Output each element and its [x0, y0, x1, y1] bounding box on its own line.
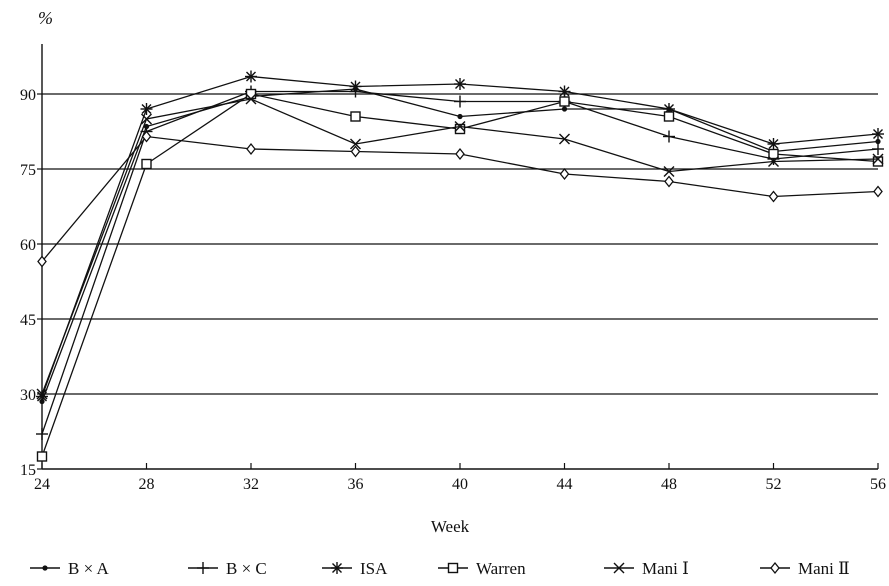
- data-point: [872, 128, 884, 140]
- x-tick-label: 24: [34, 476, 50, 493]
- x-tick-label: 48: [661, 476, 677, 493]
- legend-item: Mani Ⅱ: [760, 559, 850, 578]
- y-tick-label: 60: [20, 237, 36, 254]
- data-point: [663, 166, 675, 177]
- legend-marker: [447, 562, 459, 574]
- y-tick-label: 45: [20, 312, 36, 329]
- data-point: [245, 93, 257, 105]
- data-point: [141, 158, 152, 170]
- data-point: [457, 113, 463, 120]
- x-tick-label: 40: [452, 476, 468, 493]
- data-point: [245, 88, 257, 100]
- legend-label: Mani Ⅰ: [642, 559, 689, 578]
- data-point: [875, 138, 881, 145]
- y-unit-label: %: [38, 8, 53, 28]
- data-point: [141, 113, 152, 125]
- y-tick-label: 15: [20, 462, 36, 479]
- data-point: [454, 121, 466, 132]
- data-point: [140, 103, 153, 115]
- data-point: [141, 130, 152, 143]
- series-3: [36, 70, 884, 403]
- x-tick-label: 32: [243, 476, 259, 493]
- data-point: [558, 85, 571, 98]
- legend-label: B × A: [68, 559, 109, 578]
- data-point: [872, 153, 884, 165]
- data-point: [455, 147, 465, 161]
- legend-item: Mani Ⅰ: [604, 559, 689, 578]
- x-tick-label: 36: [348, 476, 364, 493]
- legend-marker: [42, 565, 48, 571]
- data-point: [559, 96, 570, 107]
- data-point: [36, 388, 48, 400]
- series-line: [41, 88, 879, 402]
- legend-label: Warren: [476, 559, 526, 578]
- grid-lines: [42, 93, 878, 395]
- y-tick-labels: 15 30 45 60 75 90: [20, 87, 42, 479]
- y-tick-label: 90: [20, 87, 36, 104]
- legend-marker: [197, 562, 209, 574]
- x-tick-labels: 24 28 32 36 40 44 48 52 56: [34, 463, 886, 493]
- legend: B × A B × C ISA Warren Mani Ⅰ Mani Ⅱ: [30, 559, 850, 578]
- data-point: [350, 145, 361, 158]
- data-point: [561, 106, 568, 112]
- axes: [41, 44, 878, 470]
- x-tick-label: 28: [139, 476, 155, 493]
- x-tick-label: 52: [766, 476, 782, 493]
- legend-item: B × C: [188, 559, 267, 578]
- data-point: [559, 133, 570, 145]
- legend-marker: [770, 561, 780, 575]
- data-point: [559, 167, 570, 181]
- legend-item: B × A: [30, 559, 109, 578]
- legend-label: Mani Ⅱ: [798, 559, 850, 578]
- data-point: [663, 111, 675, 122]
- x-axis-title: Week: [431, 517, 470, 536]
- x-tick-label: 56: [870, 476, 886, 493]
- data-point: [454, 95, 466, 108]
- y-tick-label: 75: [20, 162, 36, 179]
- data-point: [454, 123, 466, 135]
- legend-marker: [331, 562, 343, 574]
- data-point: [349, 80, 362, 93]
- data-point: [663, 130, 675, 143]
- data-point: [767, 138, 780, 150]
- legend-marker: [613, 562, 625, 574]
- data-point: [454, 78, 466, 90]
- y-tick-label: 30: [20, 387, 36, 404]
- legend-label: ISA: [360, 559, 388, 578]
- data-point: [768, 148, 779, 160]
- data-point: [768, 156, 779, 167]
- legend-item: Warren: [438, 559, 526, 578]
- data-point: [872, 156, 884, 167]
- data-point: [873, 185, 883, 198]
- series-6: [37, 130, 883, 268]
- x-tick-label: 44: [557, 476, 573, 493]
- data-point: [768, 190, 779, 203]
- data-point: [350, 138, 361, 150]
- data-point: [246, 142, 256, 156]
- data-point: [350, 111, 361, 122]
- data-point: [37, 255, 47, 268]
- legend-label: B × C: [226, 559, 267, 578]
- series-group: [36, 70, 884, 462]
- series-5: [36, 93, 884, 400]
- data-point: [36, 428, 48, 440]
- data-point: [664, 175, 674, 188]
- data-point: [245, 70, 257, 83]
- data-point: [36, 451, 48, 462]
- series-4: [36, 88, 884, 462]
- data-point: [872, 143, 884, 155]
- legend-item: ISA: [322, 559, 388, 578]
